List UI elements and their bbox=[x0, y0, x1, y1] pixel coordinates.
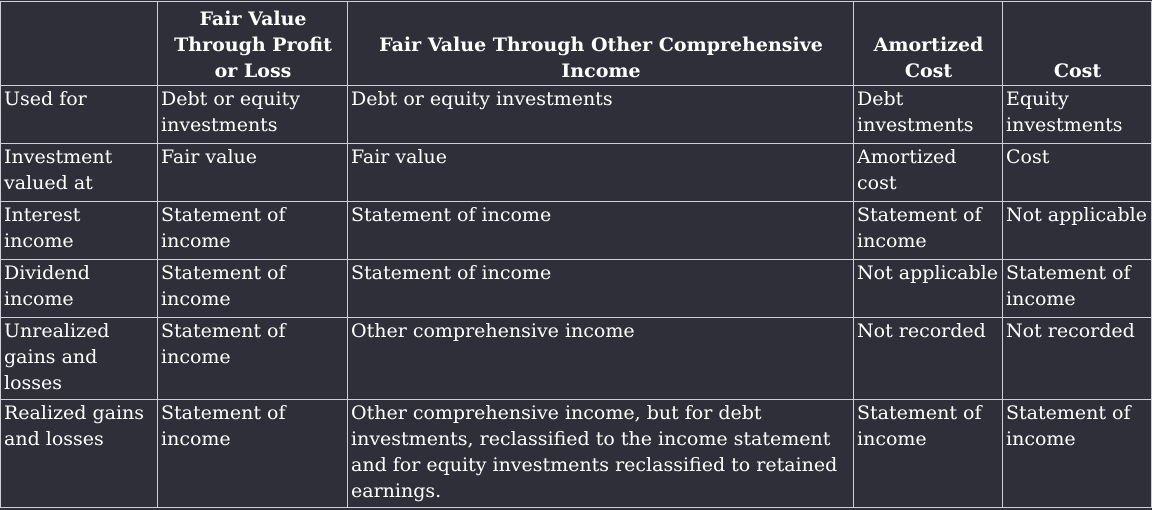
table-row-used-for: Used for Debt or equity investments Debt… bbox=[0, 85, 1152, 144]
table-cell: Statement of income bbox=[157, 317, 348, 400]
table-cell: Statement of income bbox=[157, 201, 348, 260]
header-fvoci: Fair Value Through Other Comprehensive I… bbox=[347, 1, 854, 86]
table-cell: Debt or equity investments bbox=[347, 85, 854, 144]
table-cell: Equity investments bbox=[1002, 85, 1152, 144]
table-row-valued-at: Investment valued at Fair value Fair val… bbox=[0, 143, 1152, 202]
header-amortized-cost: Amortized Cost bbox=[853, 1, 1003, 86]
table-cell: Not applicable bbox=[1002, 201, 1152, 260]
table-cell: Fair value bbox=[347, 143, 854, 202]
table-cell: Other comprehensive income bbox=[347, 317, 854, 400]
row-label: Realized gains and losses bbox=[0, 399, 158, 508]
table-cell: Not recorded bbox=[1002, 317, 1152, 400]
table-cell: Statement of income bbox=[347, 201, 854, 260]
table-row-unrealized-gains: Unrealized gains and losses Statement of… bbox=[0, 317, 1152, 400]
row-label: Interest income bbox=[0, 201, 158, 260]
table-cell: Fair value bbox=[157, 143, 348, 202]
table-cell: Not recorded bbox=[853, 317, 1003, 400]
row-label: Unrealized gains and losses bbox=[0, 317, 158, 400]
table-cell: Statement of income bbox=[1002, 399, 1152, 508]
header-row: Fair Value Through Profit or Loss Fair V… bbox=[0, 1, 1152, 86]
header-cost: Cost bbox=[1002, 1, 1152, 86]
table-row-interest-income: Interest income Statement of income Stat… bbox=[0, 201, 1152, 260]
table-cell: Statement of income bbox=[157, 259, 348, 318]
row-label: Dividend income bbox=[0, 259, 158, 318]
table-cell: Statement of income bbox=[1002, 259, 1152, 318]
table-cell: Other comprehensive income, but for debt… bbox=[347, 399, 854, 508]
table-cell: Statement of income bbox=[853, 399, 1003, 508]
header-empty-cell bbox=[0, 1, 158, 86]
row-label: Investment valued at bbox=[0, 143, 158, 202]
table-cell: Debt investments bbox=[853, 85, 1003, 144]
table-cell: Amortized cost bbox=[853, 143, 1003, 202]
table-cell: Cost bbox=[1002, 143, 1152, 202]
row-label: Used for bbox=[0, 85, 158, 144]
table-cell: Statement of income bbox=[853, 201, 1003, 260]
table-cell: Statement of income bbox=[157, 399, 348, 508]
table-row-realized-gains: Realized gains and losses Statement of i… bbox=[0, 399, 1152, 508]
header-fvtpl: Fair Value Through Profit or Loss bbox=[157, 1, 348, 86]
table-cell: Statement of income bbox=[347, 259, 854, 318]
table-cell: Not applicable bbox=[853, 259, 1003, 318]
table-cell: Debt or equity investments bbox=[157, 85, 348, 144]
table-row-dividend-income: Dividend income Statement of income Stat… bbox=[0, 259, 1152, 318]
